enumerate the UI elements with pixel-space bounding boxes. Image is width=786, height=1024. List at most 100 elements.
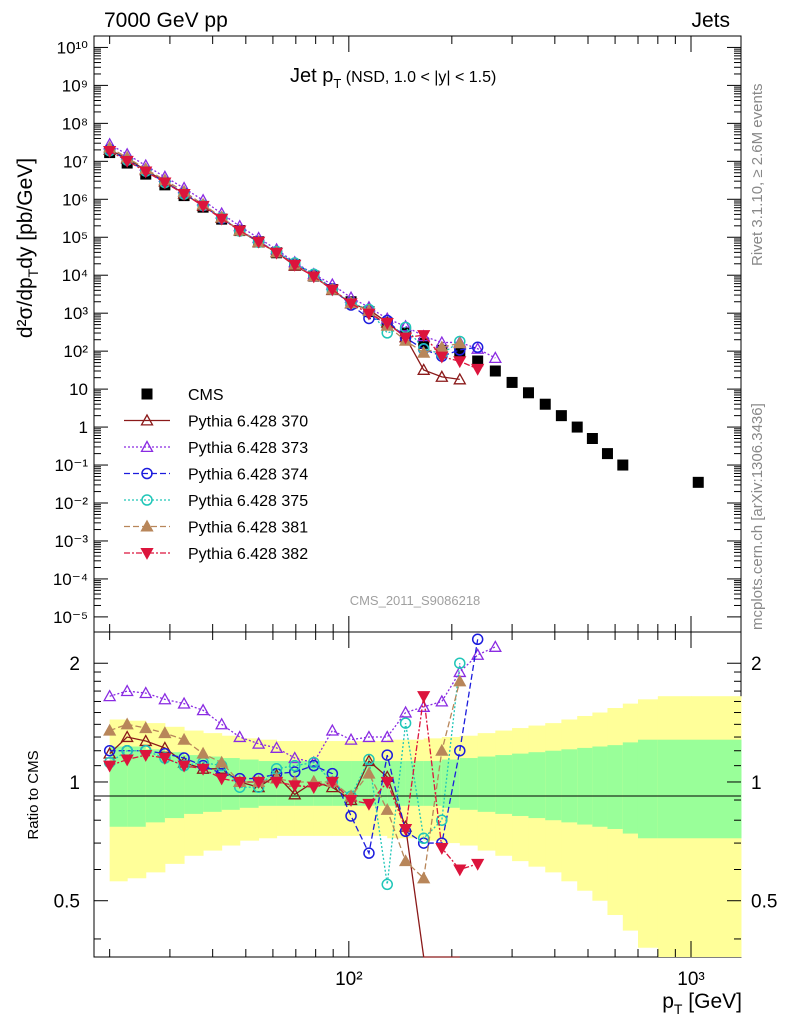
ratio-point — [158, 726, 172, 739]
y-tick-label: 10¹⁰ — [57, 38, 89, 57]
ratio-point — [471, 633, 484, 646]
y-tick-label: 10⁴ — [62, 266, 88, 285]
ratio-series — [103, 633, 502, 958]
ratio-point — [158, 692, 172, 705]
ratio-tick-label-right: 0.5 — [751, 892, 777, 913]
ratio-point — [417, 700, 431, 712]
band-green — [477, 756, 496, 812]
series-point — [417, 363, 431, 375]
ratio-point — [252, 776, 266, 789]
ratio-point — [417, 832, 430, 845]
ratio-tick-label: 1 — [69, 773, 80, 794]
ratio-point — [363, 753, 375, 766]
ratio-point — [120, 684, 134, 697]
ratio-point — [454, 657, 466, 669]
band-green — [592, 746, 608, 827]
cms-point — [489, 365, 501, 377]
ratio-point — [215, 773, 229, 786]
series-point — [435, 351, 449, 364]
y-tick-label: 10⁻³ — [54, 532, 88, 551]
ratio-point — [325, 723, 339, 736]
ratio-point — [196, 703, 210, 716]
series-point — [417, 345, 431, 358]
ratio-point — [103, 744, 116, 757]
x-tick-label: 10³ — [677, 969, 704, 990]
ratio-point — [307, 782, 321, 795]
series-point — [233, 225, 247, 238]
series-point — [158, 177, 172, 190]
series-point — [453, 372, 467, 385]
y-tick-label: 10⁵ — [62, 228, 88, 247]
ratio-point — [325, 776, 339, 789]
ratio-point — [177, 732, 191, 745]
legend-marker — [141, 467, 153, 480]
ratio-point — [103, 723, 117, 736]
ratio-point — [454, 744, 466, 757]
ratio-point — [362, 798, 376, 811]
series-point — [215, 213, 229, 226]
y-tick-label: 10³ — [63, 304, 88, 323]
series-point — [453, 336, 467, 349]
ratio-point — [362, 730, 376, 743]
cms-point — [472, 355, 484, 367]
band-green — [690, 739, 742, 839]
main-axis-ticks: 10⁻⁵ 10⁻⁴ 10⁻³ 10⁻² 10⁻¹ 1 10 10² 10³ 10⁴ 10⁵ 10⁶ 10… — [53, 36, 741, 632]
series-point — [307, 271, 321, 284]
series-point — [435, 370, 449, 382]
y-tick-label: 10 — [69, 380, 88, 399]
ratio-point — [435, 842, 449, 855]
ratio-point — [139, 750, 153, 762]
series-point — [453, 356, 467, 369]
ratio-point — [344, 794, 358, 807]
y-tick-label: 10⁻² — [54, 494, 88, 513]
band-green — [637, 739, 659, 839]
y-tick-label: 10⁶ — [62, 190, 88, 209]
ratio-series-line — [109, 639, 479, 856]
ratio-point — [120, 730, 134, 743]
ratio-point — [252, 736, 266, 749]
analysis-watermark: CMS_2011_S9086218 — [350, 593, 481, 608]
band-green — [441, 759, 461, 808]
y-tick-label: 10⁻⁵ — [53, 608, 88, 627]
ratio-point — [381, 749, 393, 761]
ratio-point — [345, 810, 357, 822]
ratio-point — [177, 696, 191, 709]
band-green — [607, 745, 624, 829]
ratio-point — [196, 763, 210, 776]
series-point — [103, 145, 117, 158]
legend-marker — [141, 388, 153, 400]
band-green — [528, 752, 546, 819]
series-point — [399, 321, 412, 334]
legend-marker — [140, 547, 154, 560]
series-point — [288, 259, 302, 272]
ratio-point — [380, 776, 394, 789]
y-tick-label: 10⁻¹ — [54, 456, 88, 475]
cms-point — [539, 398, 551, 410]
band-green — [622, 742, 639, 834]
ratio-axis-ticks: 10² 10³ 0.5 0.5 1 1 2 2 — [54, 632, 777, 990]
y-tick-label: 1 — [79, 418, 88, 437]
x-axis-label: pT [GeV] — [662, 990, 742, 1017]
cms-point — [522, 387, 534, 399]
ratio-series-line — [109, 696, 478, 871]
series-point — [325, 284, 339, 297]
legend: CMS Pythia 6.428 370 Pythia 6.428 373 Pythi… — [124, 387, 308, 563]
legend-label: Pythia 6.428 382 — [188, 546, 308, 563]
ratio-tick-label-right: 1 — [751, 773, 762, 794]
ratio-point — [362, 766, 376, 779]
band-green — [184, 755, 204, 814]
legend-label: Pythia 6.428 374 — [188, 467, 308, 484]
ratio-point — [233, 776, 247, 789]
series-point — [471, 363, 485, 376]
ratio-point — [362, 754, 376, 767]
ratio-point — [215, 761, 229, 774]
ratio-point — [120, 717, 134, 730]
series-point — [398, 319, 413, 332]
cms-point — [555, 410, 567, 422]
main-series — [103, 137, 704, 488]
x-tick-label: 10² — [335, 969, 362, 990]
cms-point — [601, 448, 613, 460]
ratio-point — [435, 694, 449, 707]
ratio-y-axis-label: Ratio to CMS — [25, 750, 42, 839]
cms-point — [571, 421, 583, 433]
